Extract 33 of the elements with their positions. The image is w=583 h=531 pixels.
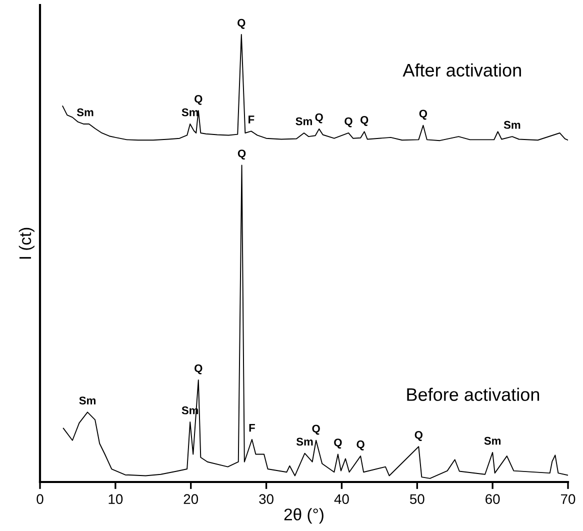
annotation: Q [315, 113, 323, 124]
annotation: Sm [296, 117, 312, 126]
annotation: Sm [484, 436, 501, 445]
x-tick-label: 50 [410, 494, 424, 504]
text: After activation [402, 63, 521, 77]
annotation: Sm [182, 108, 198, 116]
annotation: Q [334, 438, 342, 449]
annotation: Sm [76, 108, 94, 116]
annotation: Q [238, 150, 246, 160]
x-tick-label: 60 [486, 494, 500, 504]
annotation: Q [194, 94, 202, 105]
text: Before activation [407, 388, 540, 401]
annotation: Q [414, 431, 423, 441]
x-tick-label: 40 [334, 494, 349, 504]
annotation: Q [312, 424, 320, 435]
annotation: F [249, 424, 255, 432]
annotation: Q [238, 18, 246, 29]
annotation: Q [194, 364, 202, 374]
annotation: Q [419, 110, 428, 120]
x-tick-label: 10 [108, 494, 123, 504]
annotation: Q [356, 440, 364, 450]
annotation: F [248, 116, 254, 124]
annotation: Q [344, 117, 352, 128]
annotation: Sm [504, 120, 520, 129]
x-tick-label: 70 [560, 494, 576, 504]
annotation: Sm [296, 438, 313, 446]
x-tick-label: 20 [184, 494, 198, 504]
x-axis-title: 2θ (°) [284, 508, 324, 524]
annotation: Q [360, 116, 368, 126]
x-tick-label: 0 [36, 494, 44, 504]
y-axis-title: I (ct) [18, 228, 34, 259]
annotation: Sm [79, 396, 96, 404]
x-tick-label: 30 [259, 494, 274, 504]
